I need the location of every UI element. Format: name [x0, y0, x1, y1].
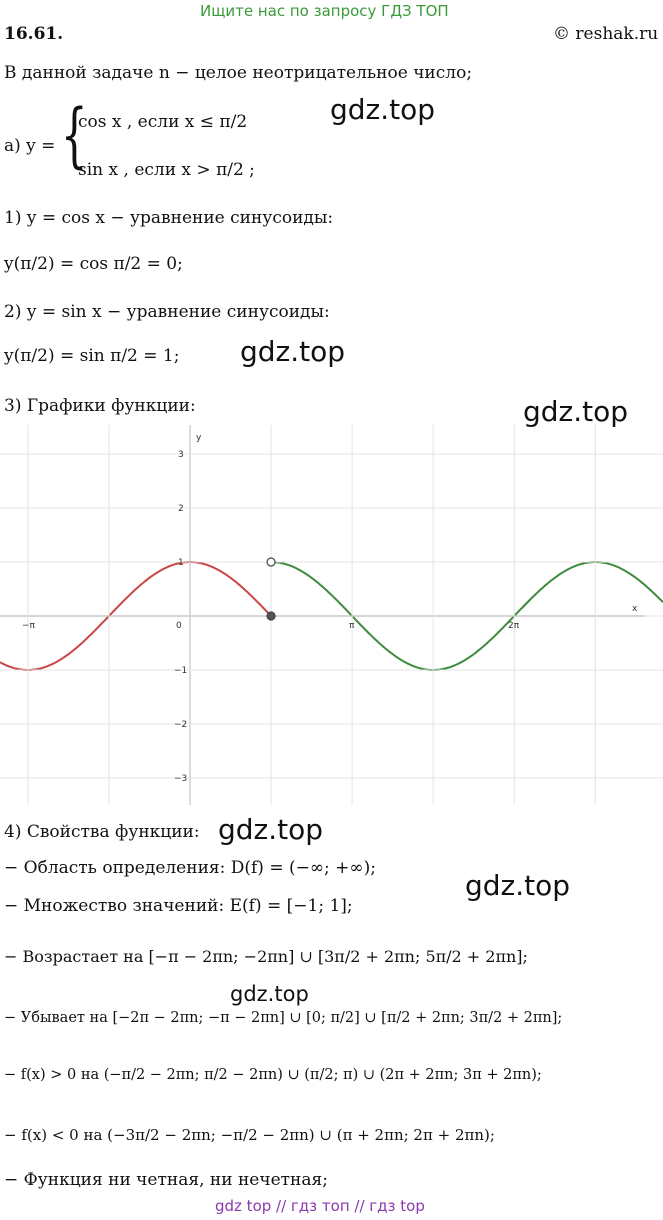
- axis-label: x: [632, 604, 638, 614]
- watermark: gdz.top: [230, 982, 309, 1006]
- step: 1) y = cos x − уравнение синусоиды:: [4, 208, 334, 228]
- watermark: gdz.top: [330, 93, 436, 126]
- y-tick-label: 1: [178, 558, 184, 568]
- y-tick-label: 3: [178, 450, 184, 460]
- x-tick-label: −π: [22, 621, 36, 631]
- y-tick-label: −1: [174, 666, 187, 676]
- step: 2) y = sin x − уравнение синусоиды:: [4, 302, 330, 322]
- property: − f(x) < 0 на (−3π/2 − 2πn; −π/2 − 2πn) …: [4, 1126, 495, 1144]
- brace: {: [60, 94, 88, 176]
- notice: Ищите нас по запросу ГДЗ ТОП: [200, 2, 449, 20]
- case-2: sin x , если x > π/2 ;: [78, 160, 255, 180]
- axis-label: y: [196, 433, 202, 443]
- y-tick-label: 2: [178, 504, 184, 514]
- intro: В данной задаче n − целое неотрицательно…: [4, 63, 473, 83]
- point: [266, 557, 276, 567]
- property: − Множество значений: E(f) = [−1; 1];: [4, 896, 353, 916]
- case-lead: а) y =: [4, 136, 56, 156]
- curve: [0, 561, 272, 671]
- x-tick-label: 2π: [508, 621, 520, 631]
- function-graph: y x −π 0 π 2π 3 2 1 −1 −2 −3: [0, 425, 663, 805]
- watermark: gdz.top: [523, 395, 629, 428]
- watermark: gdz.top: [218, 813, 324, 846]
- equation: y(π/2) = sin π/2 = 1;: [4, 346, 180, 366]
- property: − Убывает на [−2π − 2πn; −π − 2πn] ∪ [0;…: [4, 1010, 563, 1026]
- step: 4) Свойства функции:: [4, 822, 200, 842]
- equation: y(π/2) = cos π/2 = 0;: [4, 254, 183, 274]
- watermark: gdz.top: [240, 335, 346, 368]
- task-number: 16.61.: [4, 24, 64, 44]
- property: − Область определения: D(f) = (−∞; +∞);: [4, 858, 376, 878]
- y-tick-label: −3: [174, 774, 187, 784]
- x-tick-label: 0: [176, 621, 182, 631]
- property: − f(x) > 0 на (−π/2 − 2πn; π/2 − 2πn) ∪ …: [4, 1067, 542, 1083]
- x-tick-label: π: [349, 621, 355, 631]
- watermark: gdz.top: [465, 869, 571, 902]
- point: [266, 611, 276, 621]
- property: − Функция ни четная, ни нечетная;: [4, 1170, 328, 1190]
- step: 3) Графики функции:: [4, 396, 196, 416]
- y-tick-label: −2: [174, 720, 187, 730]
- property: − Возрастает на [−π − 2πn; −2πn] ∪ [3π/2…: [4, 947, 528, 966]
- case-1: cos x , если x ≤ π/2: [78, 112, 248, 132]
- footer: gdz top // гдз топ // гдз top: [215, 1197, 425, 1215]
- copyright: © reshak.ru: [553, 24, 659, 44]
